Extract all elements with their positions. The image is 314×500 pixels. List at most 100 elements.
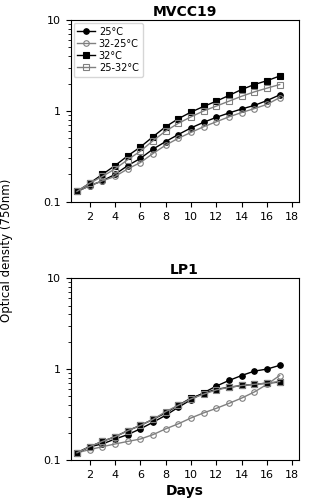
32-25°C	[227, 400, 231, 406]
32-25°C	[126, 166, 129, 172]
25-32°C	[164, 408, 168, 414]
25-32°C	[100, 174, 104, 180]
25-32°C	[214, 387, 218, 393]
25-32°C	[202, 391, 206, 397]
32°C	[278, 73, 282, 79]
32°C	[252, 82, 256, 87]
25-32°C	[202, 108, 206, 114]
32-25°C	[265, 102, 269, 107]
25-32°C	[176, 120, 180, 126]
25°C	[75, 188, 79, 194]
25°C	[252, 368, 256, 374]
25-32°C	[240, 93, 244, 99]
32°C	[75, 450, 79, 456]
32-25°C	[252, 106, 256, 112]
Line: 32°C: 32°C	[74, 380, 283, 456]
32°C	[189, 395, 193, 401]
25°C	[240, 372, 244, 378]
25-32°C	[240, 382, 244, 388]
32-25°C	[113, 441, 117, 447]
Title: MVCC19: MVCC19	[153, 5, 217, 19]
25°C	[189, 125, 193, 131]
25°C	[126, 432, 129, 438]
25°C	[214, 114, 218, 120]
32-25°C	[240, 110, 244, 116]
Line: 25-32°C: 25-32°C	[74, 82, 283, 194]
32°C	[176, 116, 180, 121]
25°C	[265, 98, 269, 103]
32°C	[278, 379, 282, 385]
25°C	[75, 450, 79, 456]
25°C	[113, 436, 117, 442]
25-32°C	[75, 450, 79, 456]
25°C	[164, 138, 168, 144]
25°C	[278, 362, 282, 368]
25-32°C	[138, 422, 142, 428]
Line: 32°C: 32°C	[74, 73, 283, 194]
32°C	[151, 416, 155, 422]
25-32°C	[252, 382, 256, 388]
25°C	[176, 404, 180, 410]
32-25°C	[88, 183, 91, 189]
32°C	[252, 382, 256, 388]
32-25°C	[240, 395, 244, 401]
32°C	[88, 444, 91, 450]
32°C	[227, 384, 231, 390]
25°C	[88, 444, 91, 450]
Line: 25°C: 25°C	[74, 92, 283, 194]
32-25°C	[189, 415, 193, 421]
32-25°C	[202, 410, 206, 416]
32-25°C	[252, 389, 256, 395]
25°C	[252, 102, 256, 108]
25-32°C	[75, 188, 79, 194]
25°C	[100, 441, 104, 447]
32°C	[100, 438, 104, 444]
32-25°C	[265, 382, 269, 388]
32-25°C	[100, 444, 104, 450]
25-32°C	[164, 128, 168, 134]
32°C	[88, 180, 91, 186]
32°C	[189, 109, 193, 115]
25°C	[138, 156, 142, 162]
32°C	[240, 86, 244, 92]
32°C	[126, 428, 129, 434]
32°C	[126, 153, 129, 159]
25-32°C	[88, 180, 91, 186]
Line: 32-25°C: 32-25°C	[74, 372, 283, 456]
25-32°C	[265, 380, 269, 386]
25-32°C	[227, 384, 231, 390]
32-25°C	[189, 130, 193, 136]
32°C	[265, 380, 269, 386]
32°C	[113, 434, 117, 440]
25°C	[202, 390, 206, 396]
32-25°C	[164, 426, 168, 432]
32-25°C	[151, 432, 155, 438]
32°C	[164, 124, 168, 130]
32°C	[138, 144, 142, 150]
25°C	[265, 366, 269, 372]
25-32°C	[151, 416, 155, 422]
32°C	[75, 188, 79, 194]
32°C	[227, 92, 231, 98]
32°C	[265, 78, 269, 84]
25-32°C	[113, 434, 117, 440]
25°C	[227, 110, 231, 116]
32°C	[100, 172, 104, 177]
32-25°C	[176, 136, 180, 141]
32-25°C	[164, 142, 168, 148]
32-25°C	[75, 188, 79, 194]
32-25°C	[278, 94, 282, 100]
25°C	[126, 162, 129, 168]
25-32°C	[88, 444, 91, 450]
25°C	[88, 183, 91, 189]
25°C	[214, 383, 218, 389]
Text: Optical density (750nm): Optical density (750nm)	[0, 178, 13, 322]
32°C	[138, 422, 142, 428]
25°C	[176, 132, 180, 138]
25°C	[240, 106, 244, 112]
32°C	[214, 386, 218, 392]
25-32°C	[189, 114, 193, 120]
32-25°C	[202, 124, 206, 130]
25-32°C	[227, 98, 231, 104]
32-25°C	[126, 438, 129, 444]
